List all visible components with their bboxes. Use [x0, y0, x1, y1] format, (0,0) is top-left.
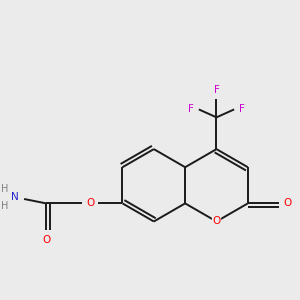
Text: O: O — [212, 217, 220, 226]
Text: O: O — [42, 235, 50, 244]
Text: F: F — [214, 85, 219, 95]
Text: O: O — [86, 198, 94, 208]
Text: O: O — [283, 198, 291, 208]
Text: N: N — [11, 192, 18, 202]
Text: H: H — [1, 184, 8, 194]
Text: H: H — [1, 201, 8, 211]
Text: F: F — [188, 104, 194, 114]
Text: F: F — [239, 104, 245, 114]
